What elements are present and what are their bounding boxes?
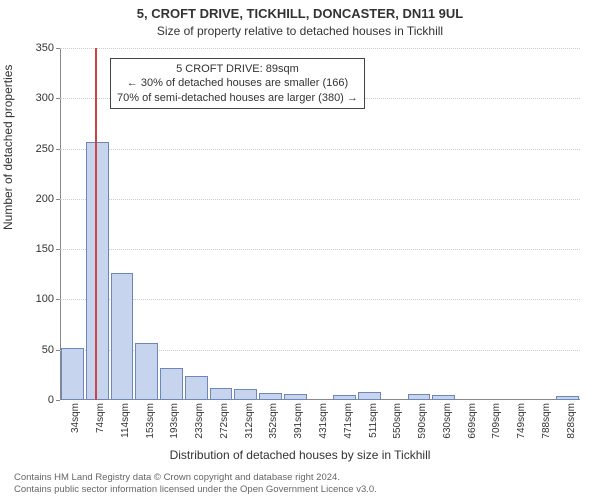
- y-tick-label: 250: [36, 143, 54, 155]
- x-tick-label: 391sqm: [293, 403, 304, 453]
- bar: [185, 376, 208, 400]
- y-tick-label: 50: [42, 344, 54, 356]
- bar: [86, 142, 109, 400]
- y-tick-label: 100: [36, 293, 54, 305]
- bar: [259, 393, 282, 400]
- bar: [358, 392, 381, 400]
- x-tick-label: 709sqm: [491, 403, 502, 453]
- bar: [234, 389, 257, 400]
- x-tick-label: 669sqm: [467, 403, 478, 453]
- reference-line: [95, 48, 97, 400]
- y-tick-mark: [56, 299, 60, 300]
- y-tick-label: 0: [48, 394, 54, 406]
- bar: [160, 368, 183, 400]
- x-tick-label: 233sqm: [194, 403, 205, 453]
- chart-container: 5, CROFT DRIVE, TICKHILL, DONCASTER, DN1…: [0, 0, 600, 500]
- bar: [284, 394, 307, 400]
- copyright-line: Contains HM Land Registry data © Crown c…: [14, 472, 592, 484]
- y-tick-mark: [56, 400, 60, 401]
- x-tick-label: 788sqm: [541, 403, 552, 453]
- bar: [556, 396, 579, 400]
- x-tick-label: 272sqm: [219, 403, 230, 453]
- x-tick-label: 471sqm: [343, 403, 354, 453]
- y-tick-label: 150: [36, 243, 54, 255]
- x-tick-label: 590sqm: [417, 403, 428, 453]
- bar: [432, 395, 455, 400]
- y-tick-mark: [56, 350, 60, 351]
- gridline: [60, 149, 580, 150]
- y-tick-label: 200: [36, 193, 54, 205]
- x-tick-label: 74sqm: [95, 403, 106, 453]
- x-tick-label: 749sqm: [516, 403, 527, 453]
- chart-subtitle: Size of property relative to detached ho…: [0, 24, 600, 38]
- bar: [210, 388, 233, 400]
- y-tick-label: 350: [36, 42, 54, 54]
- x-axis-label: Distribution of detached houses by size …: [0, 448, 600, 462]
- y-tick-mark: [56, 249, 60, 250]
- gridline: [60, 299, 580, 300]
- x-tick-label: 153sqm: [145, 403, 156, 453]
- annotation-line: 5 CROFT DRIVE: 89sqm: [117, 62, 358, 76]
- x-tick-label: 193sqm: [169, 403, 180, 453]
- x-tick-label: 511sqm: [368, 403, 379, 453]
- bar: [135, 343, 158, 400]
- annotation-box: 5 CROFT DRIVE: 89sqm ← 30% of detached h…: [110, 58, 365, 109]
- bar: [111, 273, 134, 400]
- x-tick-label: 630sqm: [442, 403, 453, 453]
- chart-title: 5, CROFT DRIVE, TICKHILL, DONCASTER, DN1…: [0, 6, 600, 21]
- x-tick-label: 352sqm: [268, 403, 279, 453]
- gridline: [60, 199, 580, 200]
- x-tick-label: 34sqm: [70, 403, 81, 453]
- gridline: [60, 48, 580, 49]
- x-tick-label: 828sqm: [566, 403, 577, 453]
- annotation-line: ← 30% of detached houses are smaller (16…: [117, 76, 358, 90]
- y-tick-mark: [56, 98, 60, 99]
- y-tick-label: 300: [36, 92, 54, 104]
- y-tick-mark: [56, 199, 60, 200]
- x-tick-label: 550sqm: [392, 403, 403, 453]
- copyright-line: Contains public sector information licen…: [14, 484, 592, 496]
- y-tick-mark: [56, 149, 60, 150]
- gridline: [60, 249, 580, 250]
- annotation-line: 70% of semi-detached houses are larger (…: [117, 91, 358, 105]
- x-tick-label: 312sqm: [244, 403, 255, 453]
- copyright-text: Contains HM Land Registry data © Crown c…: [14, 472, 592, 496]
- x-tick-label: 114sqm: [120, 403, 131, 453]
- bar: [408, 394, 431, 400]
- y-tick-mark: [56, 48, 60, 49]
- x-tick-label: 431sqm: [318, 403, 329, 453]
- y-axis-label: Number of detached properties: [1, 65, 15, 230]
- bar: [61, 348, 84, 400]
- bar: [333, 395, 356, 400]
